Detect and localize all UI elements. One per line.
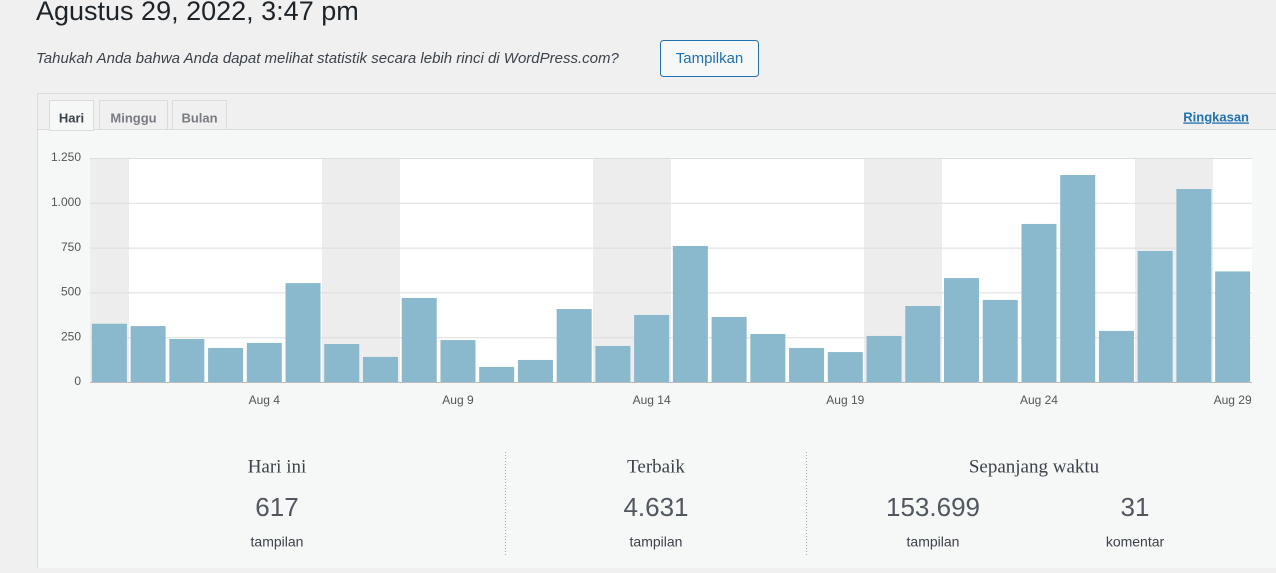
bar [944, 278, 979, 382]
bar [169, 339, 204, 382]
stat-value: 617 [255, 492, 298, 522]
stat-unit: tampilan [907, 534, 960, 550]
x-tick-label: Aug 19 [826, 393, 864, 407]
stat-unit: komentar [1106, 534, 1165, 550]
bar [286, 283, 321, 382]
y-tick-label: 1.000 [51, 195, 81, 209]
summary-link[interactable]: Ringkasan [1183, 109, 1249, 124]
bar [983, 300, 1018, 382]
bar [1060, 175, 1095, 382]
bar [402, 298, 437, 382]
show-button-label[interactable]: Tampilkan [676, 50, 744, 67]
stat-value: 31 [1121, 492, 1150, 522]
bar [1138, 251, 1173, 382]
x-tick-label: Aug 4 [249, 393, 281, 407]
bar [479, 367, 514, 382]
bar [518, 360, 553, 382]
bar [595, 346, 630, 382]
y-tick-label: 750 [61, 240, 81, 254]
bar [673, 246, 708, 382]
notice-text: Tahukah Anda bahwa Anda dapat melihat st… [36, 50, 619, 67]
stat-unit: tampilan [630, 534, 683, 550]
bar [828, 352, 863, 382]
x-tick-label: Aug 9 [442, 393, 474, 407]
bar [634, 315, 669, 382]
bar [712, 317, 747, 382]
y-tick-label: 1.250 [51, 150, 81, 164]
bar [324, 344, 359, 382]
bar [1176, 189, 1211, 382]
stat-label: Terbaik [627, 456, 685, 477]
bar [208, 348, 243, 382]
bar [363, 357, 398, 382]
bar [867, 336, 902, 382]
stat-label: Sepanjang waktu [969, 456, 1100, 477]
bar [92, 324, 127, 382]
bar [750, 334, 785, 382]
bar [440, 340, 475, 382]
stat-unit: tampilan [251, 534, 304, 550]
bar [1099, 331, 1134, 382]
stat-label: Hari ini [248, 456, 307, 477]
y-tick-label: 500 [61, 285, 81, 299]
page-title: Agustus 29, 2022, 3:47 pm [36, 0, 359, 26]
bar [247, 343, 282, 382]
tab-label[interactable]: Bulan [181, 110, 217, 125]
x-tick-label: Aug 14 [633, 393, 671, 407]
x-tick-label: Aug 29 [1214, 393, 1252, 407]
bar [557, 309, 592, 382]
tab-label[interactable]: Minggu [110, 110, 156, 125]
bar [905, 306, 940, 382]
bar [1215, 271, 1250, 382]
y-tick-label: 0 [74, 374, 81, 388]
bar [131, 326, 166, 382]
chart: 0 250 500 750 1.000 1.250 Aug 4 Aug 9 Aug 14 Aug … [51, 150, 1252, 407]
stat-value: 153.699 [886, 492, 980, 522]
bar [1021, 224, 1056, 382]
y-tick-label: 250 [61, 329, 81, 343]
stat-value: 4.631 [623, 492, 688, 522]
x-tick-label: Aug 24 [1020, 393, 1058, 407]
bar [789, 348, 824, 382]
tab-label[interactable]: Hari [59, 110, 84, 125]
